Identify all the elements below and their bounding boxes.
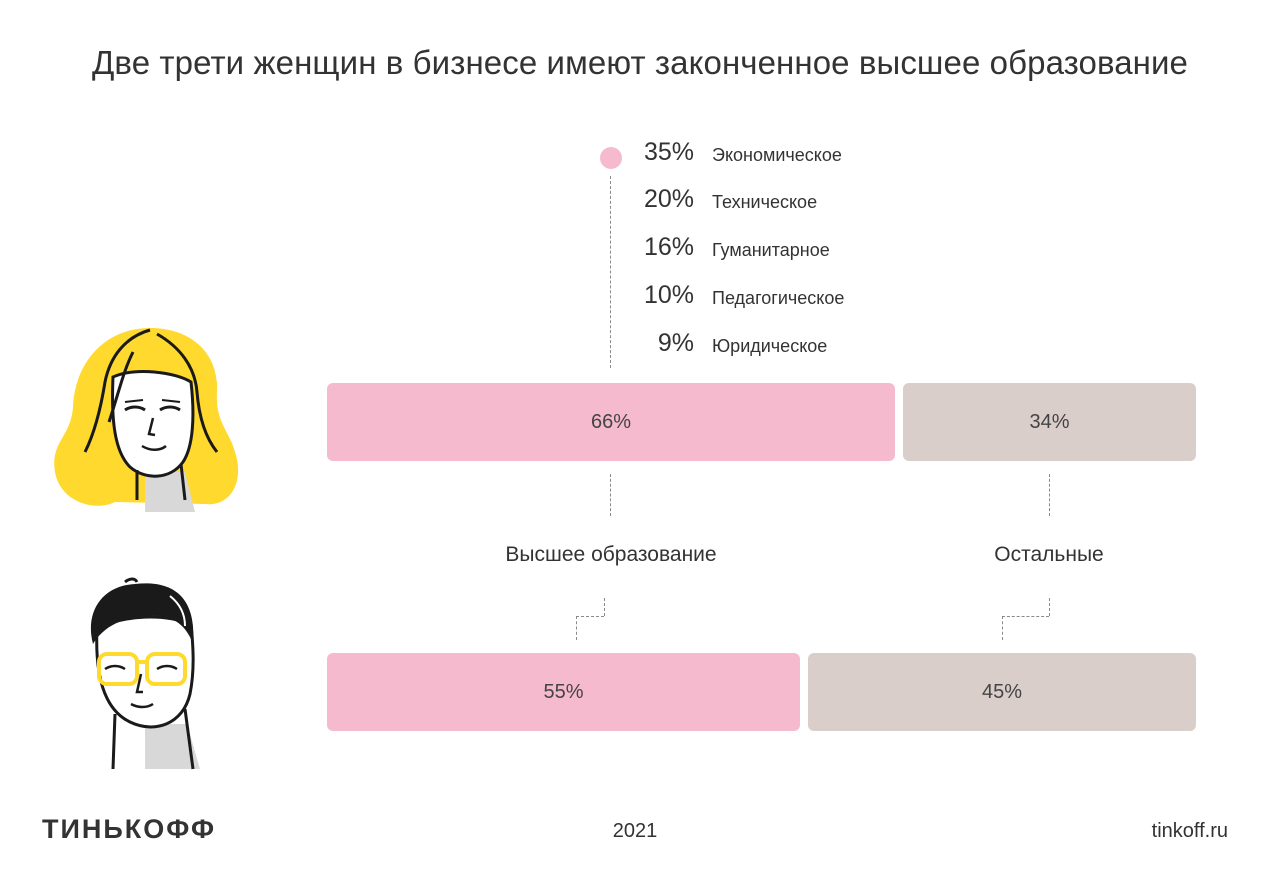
breakdown-item: 10% Педагогическое [590,281,990,321]
footer-site: tinkoff.ru [1151,820,1228,842]
breakdown-item: 35% Экономическое [590,138,990,178]
men-other-bar: 45% [808,653,1196,731]
men-other-connector-step [1002,616,1049,617]
man-illustration [90,577,200,770]
breakdown-marker-dot [600,147,622,169]
women-other-value: 34% [1029,410,1070,433]
breakdown-percent: 16% [643,233,694,261]
men-other-value: 45% [981,680,1023,703]
breakdown-percent: 10% [643,281,694,309]
women-other-connector [1049,474,1050,516]
footer-year: 2021 [612,820,658,842]
men-higher-connector-upper [604,598,605,616]
breakdown-percent: 20% [643,185,694,213]
women-other-bar: 34% [903,383,1196,461]
women-higher-value: 66% [590,410,632,433]
men-higher-bar: 55% [327,653,800,731]
men-other-connector-upper [1049,598,1050,616]
label-higher-education: Высшее образование [505,543,717,566]
breakdown-item: 9% Юридическое [590,329,990,369]
breakdown-percent: 9% [657,329,694,357]
men-other-connector-lower [1002,616,1003,640]
woman-illustration [54,328,239,512]
breakdown-label: Экономическое [712,145,842,165]
breakdown-label: Техническое [712,192,818,212]
men-higher-connector-lower [576,616,577,640]
breakdown-item: 16% Гуманитарное [590,233,990,273]
chart-title: Две трети женщин в бизнесе имеют законче… [91,44,1188,81]
breakdown-connector-line [610,176,611,368]
men-higher-value: 55% [543,680,584,703]
breakdown-item: 20% Техническое [590,185,990,225]
breakdown-percent: 35% [643,138,694,166]
breakdown-label: Педагогическое [712,288,845,308]
tinkoff-logo: ТИНЬКОФФ [42,814,217,844]
women-higher-connector [610,474,611,516]
breakdown-label: Юридическое [712,336,828,356]
label-other: Остальные [994,543,1104,566]
men-higher-connector-step [576,616,604,617]
women-higher-bar: 66% [327,383,895,461]
breakdown-label: Гуманитарное [712,240,830,260]
